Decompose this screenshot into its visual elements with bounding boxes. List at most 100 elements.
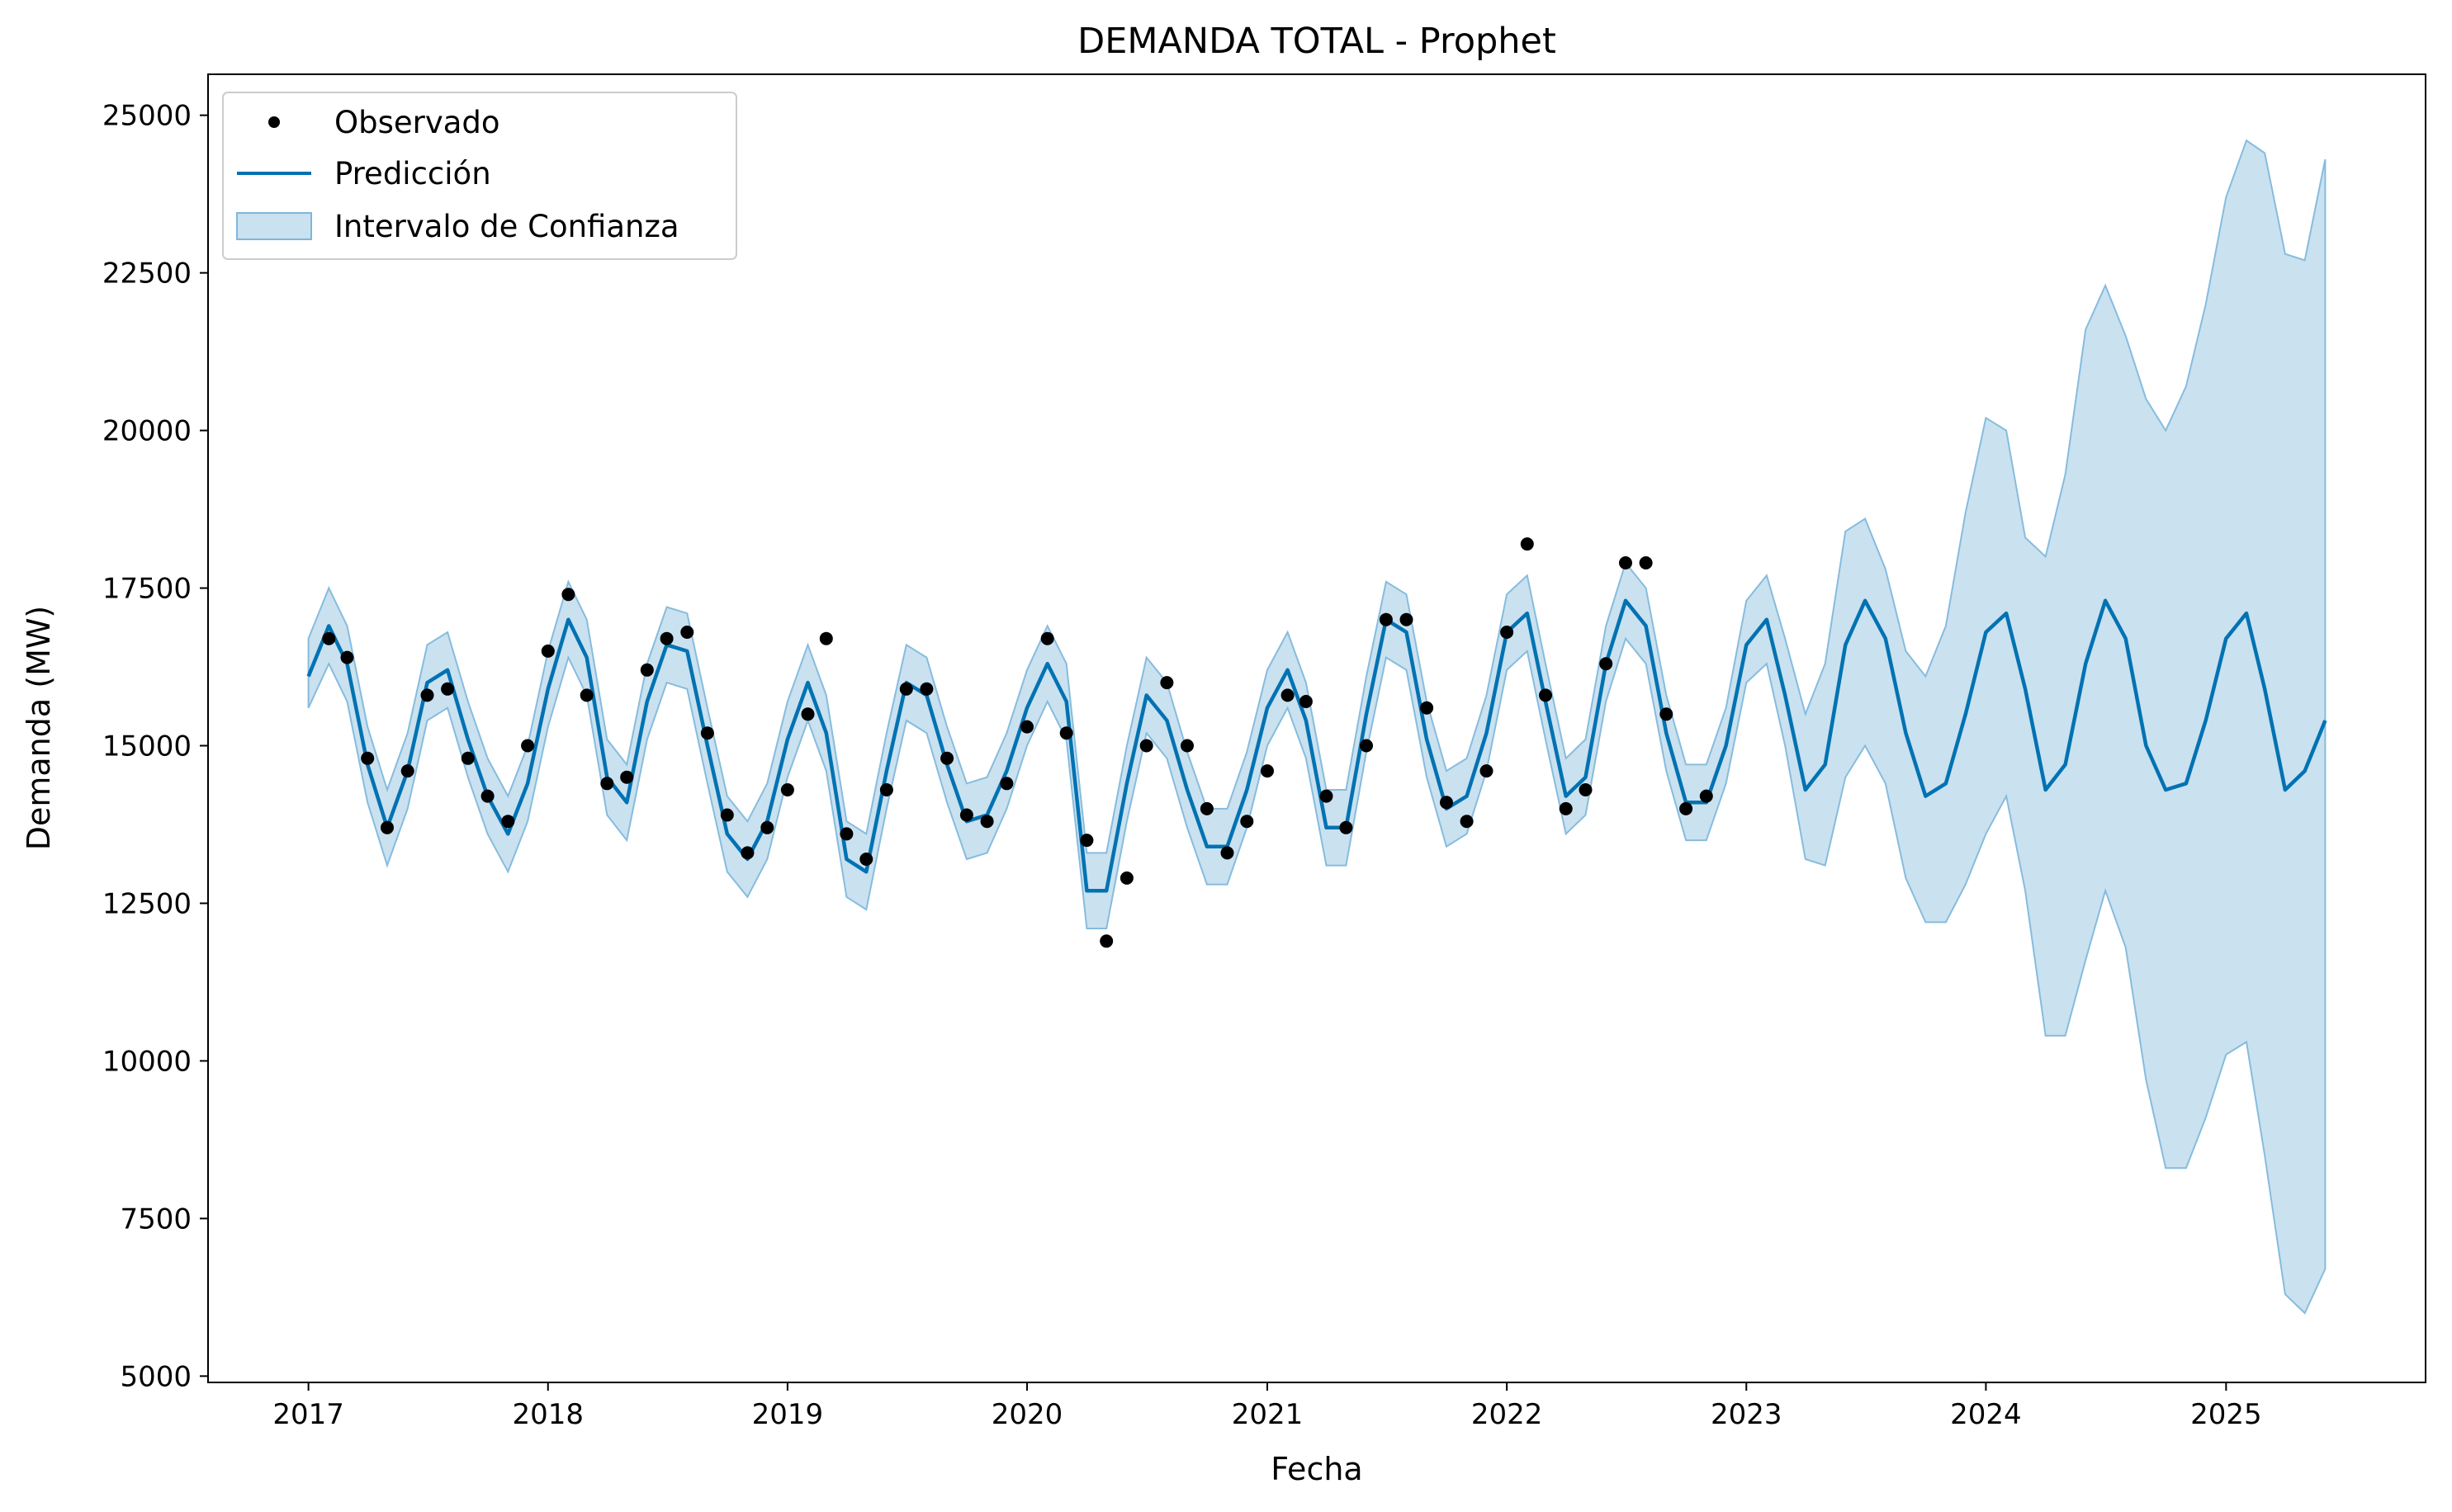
observed-point <box>1181 739 1194 753</box>
observed-point <box>640 663 654 677</box>
observed-point <box>1280 688 1295 702</box>
x-tick-label: 2018 <box>512 1398 584 1431</box>
x-tick-label: 2022 <box>1471 1398 1543 1431</box>
observed-point <box>1100 934 1114 948</box>
observed-point <box>1240 815 1254 829</box>
chart-title: DEMANDA TOTAL - Prophet <box>1077 21 1556 62</box>
observed-point <box>580 688 594 702</box>
observed-point <box>819 631 833 645</box>
observed-point <box>801 707 815 721</box>
x-tick-label: 2023 <box>1711 1398 1782 1431</box>
observed-point <box>1539 688 1552 702</box>
observed-point <box>680 626 694 639</box>
observed-point <box>1599 657 1613 671</box>
confidence-band-layer <box>307 139 2327 1315</box>
observed-point <box>899 682 913 696</box>
observed-point <box>1040 631 1054 645</box>
observed-layer <box>322 537 1713 948</box>
observed-point <box>1379 612 1393 626</box>
observed-point <box>461 751 475 765</box>
observed-point <box>1339 820 1353 834</box>
observed-point <box>1200 801 1214 815</box>
observed-point <box>1500 626 1514 639</box>
observed-point <box>859 853 873 866</box>
observed-point <box>741 846 755 860</box>
observed-point <box>660 631 674 645</box>
plot-area <box>207 73 2426 1383</box>
observed-point <box>920 682 934 696</box>
y-tick-label: 20000 <box>102 415 192 448</box>
observed-point <box>1699 789 1713 803</box>
y-tick-label: 17500 <box>102 573 192 606</box>
y-tick-label: 25000 <box>102 100 192 133</box>
legend-swatch-intervalo <box>236 212 312 240</box>
x-tick-label: 2025 <box>2190 1398 2262 1431</box>
x-axis: 2017 2018 2019 2020 2021 2022 2023 2024 2025 <box>272 1382 2262 1431</box>
y-tick-label: 5000 <box>120 1360 192 1393</box>
legend-frame <box>222 92 737 260</box>
y-axis: 5000 7500 10000 12500 15000 17500 20000 22500 25… <box>102 100 208 1393</box>
observed-point <box>441 682 455 696</box>
legend-marker-observado <box>268 116 280 128</box>
observed-point <box>1420 701 1434 715</box>
observed-point <box>980 815 994 829</box>
observed-point <box>322 631 336 645</box>
observed-point <box>420 688 434 702</box>
y-tick-label: 7500 <box>120 1203 192 1236</box>
x-tick-label: 2021 <box>1232 1398 1304 1431</box>
observed-point <box>541 644 555 658</box>
observed-point <box>1460 815 1474 829</box>
observed-point <box>1520 537 1534 551</box>
observed-point <box>1399 612 1413 626</box>
confidence-band <box>307 139 2327 1315</box>
observed-point <box>1559 801 1573 815</box>
observed-point <box>1220 846 1234 860</box>
x-tick-label: 2019 <box>752 1398 824 1431</box>
observed-point <box>720 808 734 822</box>
observed-point <box>1020 720 1034 734</box>
observed-point <box>480 789 495 803</box>
observed-point <box>879 783 893 796</box>
observed-point <box>1080 834 1094 848</box>
observed-point <box>1059 726 1073 740</box>
observed-point <box>780 783 794 796</box>
observed-point <box>840 827 854 841</box>
legend-label-observado: Observado <box>334 105 500 140</box>
observed-point <box>1679 801 1693 815</box>
x-tick-label: 2017 <box>272 1398 344 1431</box>
y-axis-label: Demanda (MW) <box>21 606 57 851</box>
prediction-layer <box>306 598 2327 893</box>
observed-point <box>620 770 634 784</box>
observed-point <box>501 815 515 829</box>
observed-point <box>760 820 774 834</box>
observed-point <box>361 751 375 765</box>
legend-label-intervalo: Intervalo de Confianza <box>334 209 679 244</box>
plot-frame <box>207 73 2426 1383</box>
y-tick-label: 15000 <box>102 730 192 763</box>
prediction-line <box>306 598 2327 893</box>
y-tick-label: 22500 <box>102 258 192 291</box>
observed-point <box>1261 764 1274 778</box>
y-tick-label: 12500 <box>102 887 192 920</box>
x-axis-label: Fecha <box>1271 1451 1362 1487</box>
legend-label-prediccion: Predicción <box>334 156 491 191</box>
y-tick-label: 10000 <box>102 1045 192 1078</box>
observed-point <box>400 764 414 778</box>
observed-point <box>521 739 535 753</box>
observed-point <box>1119 871 1134 885</box>
observed-point <box>1440 796 1453 810</box>
observed-point <box>1579 783 1593 796</box>
x-tick-label: 2024 <box>1950 1398 2022 1431</box>
legend: Observado Predicción Intervalo de Confia… <box>222 92 737 260</box>
observed-point <box>1000 777 1014 791</box>
observed-point <box>1319 789 1333 803</box>
observed-point <box>1160 676 1174 690</box>
observed-point <box>381 820 394 834</box>
observed-point <box>1479 764 1493 778</box>
observed-point <box>940 751 954 765</box>
observed-point <box>561 588 575 602</box>
observed-point <box>600 777 614 791</box>
observed-point <box>1360 739 1373 753</box>
observed-point <box>1639 556 1653 569</box>
